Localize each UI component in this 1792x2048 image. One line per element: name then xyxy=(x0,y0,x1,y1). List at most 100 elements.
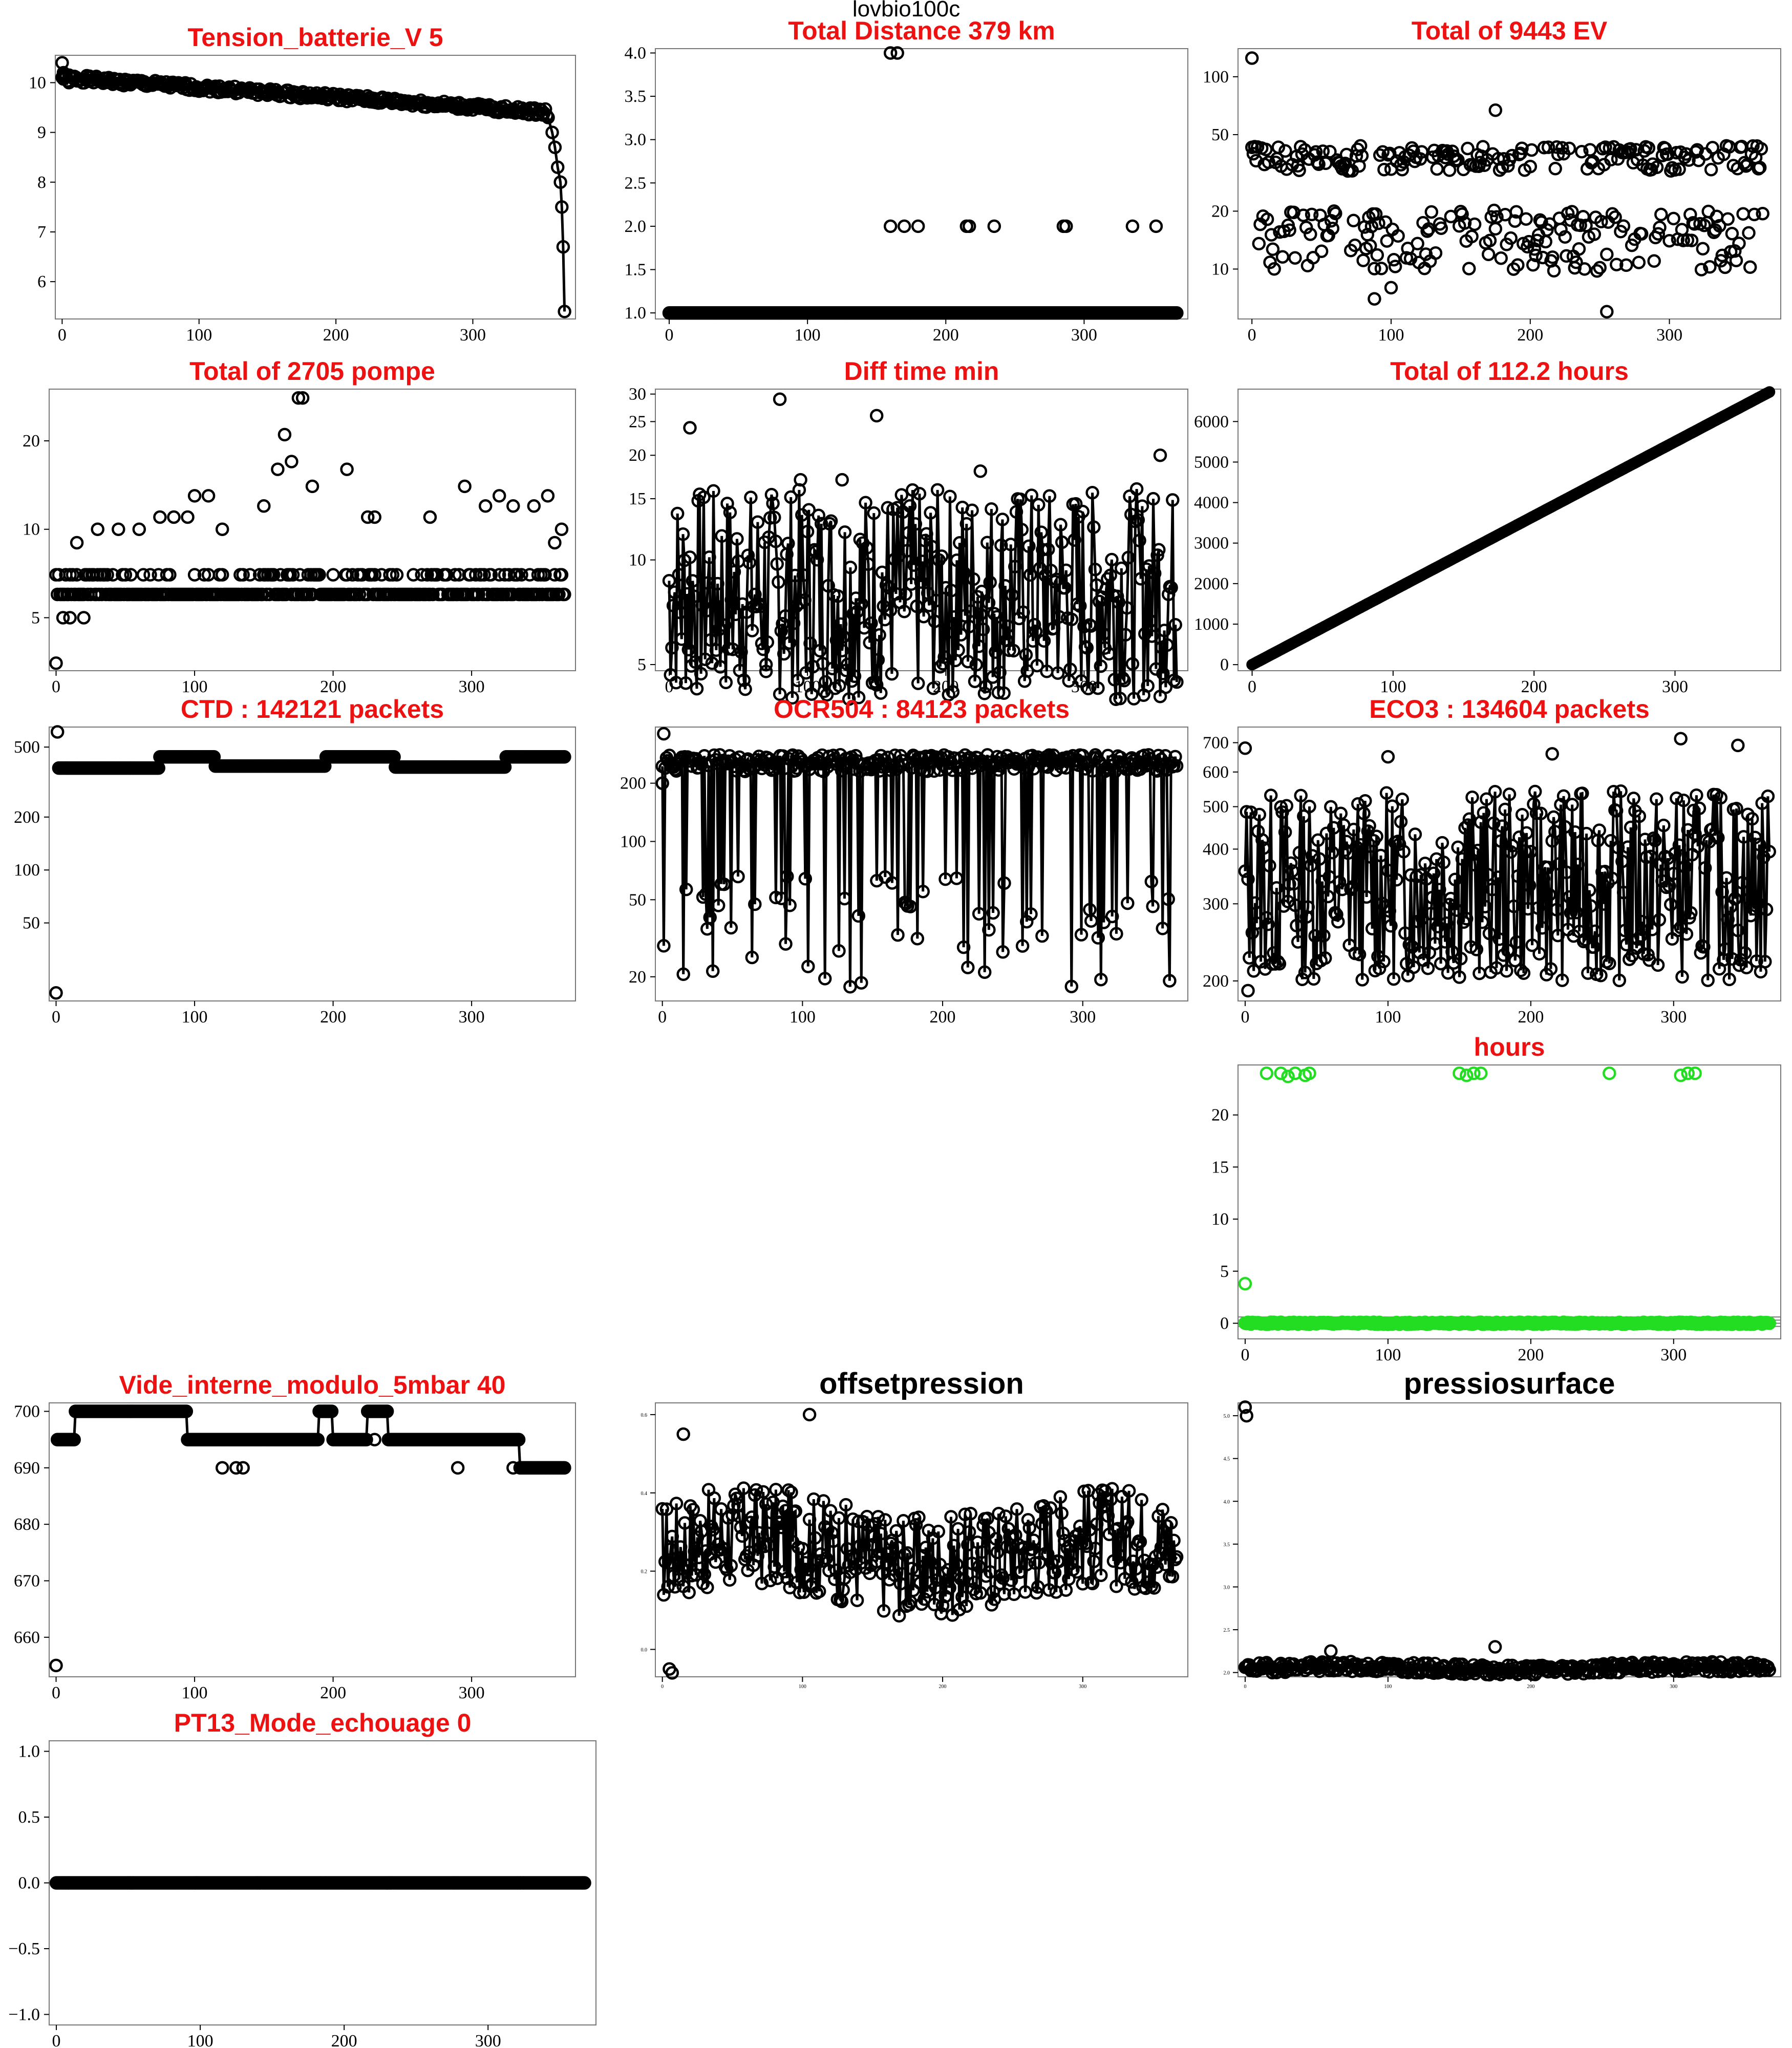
data-point xyxy=(1729,253,1743,267)
data-point xyxy=(63,611,77,625)
data-point xyxy=(257,499,271,513)
data-point xyxy=(1682,153,1696,167)
y-tick-label: 300 xyxy=(1203,894,1229,913)
data-point xyxy=(810,552,824,567)
y-tick-label: 6000 xyxy=(1194,412,1229,431)
data-point xyxy=(545,125,559,139)
data-point xyxy=(788,568,802,583)
figure-title: lovbio100c xyxy=(852,0,960,22)
data-point xyxy=(995,513,1010,526)
data-point xyxy=(1704,163,1718,177)
x-tick-label: 300 xyxy=(1071,326,1097,345)
data-point xyxy=(197,568,211,582)
data-point xyxy=(1081,681,1095,695)
data-point xyxy=(1170,675,1184,689)
data-point xyxy=(1288,251,1302,265)
data-point xyxy=(1428,246,1443,260)
data-point xyxy=(1488,222,1503,236)
data-point xyxy=(1069,497,1083,511)
data-point xyxy=(1426,150,1440,164)
x-tick-label: 200 xyxy=(1521,677,1547,696)
data-point xyxy=(745,624,759,637)
data-point xyxy=(1604,153,1618,167)
data-point xyxy=(770,557,784,571)
y-tick-label: 500 xyxy=(14,738,40,757)
x-tick-label: 0 xyxy=(661,1684,664,1690)
data-point xyxy=(163,568,177,582)
data-point xyxy=(1484,210,1498,224)
data-point xyxy=(1054,518,1068,532)
data-point xyxy=(940,626,954,640)
data-point xyxy=(871,653,885,667)
data-point xyxy=(993,666,1007,679)
data-point xyxy=(1650,160,1664,174)
data-point xyxy=(1019,648,1033,662)
data-point xyxy=(959,517,974,531)
data-point xyxy=(902,526,915,540)
data-point xyxy=(181,510,195,524)
data-point xyxy=(118,568,133,582)
y-tick-label: 200 xyxy=(620,774,646,793)
data-point xyxy=(894,488,909,502)
data-point xyxy=(802,503,816,517)
data-point xyxy=(778,609,793,623)
data-point xyxy=(847,669,862,684)
data-point xyxy=(837,630,850,644)
y-tick-label: 1000 xyxy=(1194,615,1229,634)
y-tick-label: 5 xyxy=(637,655,646,674)
data-point xyxy=(136,568,151,582)
data-point xyxy=(1119,628,1133,642)
y-tick-label: 4.0 xyxy=(625,44,647,62)
data-point xyxy=(273,568,288,582)
data-point xyxy=(368,568,381,582)
data-point xyxy=(1462,262,1476,275)
data-point xyxy=(386,568,400,582)
data-point xyxy=(1338,156,1352,170)
data-point xyxy=(1511,258,1525,272)
data-point xyxy=(824,514,838,528)
data-point xyxy=(1260,1066,1274,1080)
y-tick-label: 15 xyxy=(1211,1158,1229,1177)
data-point xyxy=(926,681,941,695)
x-tick-label: 300 xyxy=(459,1683,485,1702)
data-point xyxy=(1569,255,1583,269)
data-point xyxy=(49,986,63,1000)
data-point xyxy=(737,673,751,687)
data-point xyxy=(1077,620,1091,633)
y-tick-label: 5.0 xyxy=(1224,1414,1230,1419)
data-point xyxy=(481,587,495,602)
data-point xyxy=(705,656,719,670)
data-point xyxy=(1271,140,1286,154)
data-point xyxy=(1506,262,1521,276)
data-point xyxy=(1739,159,1753,173)
plot-frame xyxy=(655,389,1188,671)
x-tick-label: 0 xyxy=(58,326,67,345)
data-point xyxy=(903,499,917,513)
data-point xyxy=(1608,210,1622,224)
data-point xyxy=(423,510,437,524)
x-tick-label: 200 xyxy=(323,326,349,345)
data-point xyxy=(1600,305,1614,319)
data-point xyxy=(1603,1066,1616,1080)
data-point xyxy=(278,428,292,442)
data-point xyxy=(1149,219,1163,233)
data-point xyxy=(883,46,898,60)
data-point xyxy=(1705,141,1720,155)
data-point xyxy=(877,600,890,613)
data-point xyxy=(554,568,569,582)
data-point xyxy=(124,568,138,582)
data-point xyxy=(62,76,76,90)
data-point xyxy=(855,597,868,611)
data-point xyxy=(683,421,697,435)
data-point xyxy=(1422,222,1436,236)
data-point xyxy=(1304,227,1317,241)
data-point xyxy=(548,140,562,155)
data-point xyxy=(1483,233,1497,248)
x-tick-label: 200 xyxy=(320,1008,346,1027)
y-tick-label: 660 xyxy=(14,1628,40,1647)
x-tick-label: 200 xyxy=(933,326,959,345)
data-point xyxy=(1147,566,1162,581)
data-point xyxy=(975,585,989,599)
x-tick-label: 100 xyxy=(182,677,208,696)
data-point xyxy=(1138,627,1152,641)
